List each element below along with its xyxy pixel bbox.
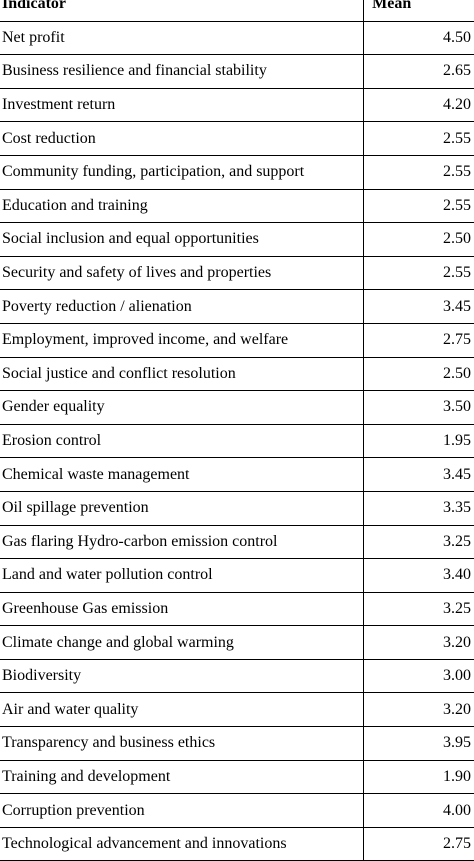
indicator-cell: Business resilience and financial stabil… [0, 54, 364, 89]
mean-cell: 3.95 [363, 726, 474, 761]
header-mean: Mean [363, 0, 474, 22]
table-row: Investment return 4.20 [0, 88, 474, 123]
mean-cell: 3.40 [363, 558, 474, 593]
indicator-cell: Poverty reduction / alienation [0, 289, 364, 324]
mean-cell: 3.50 [363, 390, 474, 425]
mean-cell: 3.25 [363, 592, 474, 627]
table-row: Technological advancement and innovation… [0, 827, 474, 861]
table-row: Business resilience and financial stabil… [0, 54, 474, 89]
table-row: Oil spillage prevention 3.35 [0, 491, 474, 526]
table-row: Poverty reduction / alienation 3.45 [0, 289, 474, 324]
table-row: Training and development 1.90 [0, 760, 474, 795]
table-row: Gas flaring Hydro-carbon emission contro… [0, 525, 474, 560]
indicator-cell: Biodiversity [0, 659, 364, 694]
indicator-cell: Gas flaring Hydro-carbon emission contro… [0, 525, 364, 560]
mean-cell: 2.55 [363, 121, 474, 156]
table-row: Community funding, participation, and su… [0, 155, 474, 190]
table-header-row: Indicator Mean [0, 0, 474, 22]
indicator-cell: Greenhouse Gas emission [0, 592, 364, 627]
indicator-cell: Erosion control [0, 424, 364, 459]
mean-cell: 4.50 [363, 21, 474, 56]
indicator-cell: Cost reduction [0, 121, 364, 156]
indicator-cell: Chemical waste management [0, 457, 364, 492]
table-row: Transparency and business ethics 3.95 [0, 726, 474, 761]
mean-cell: 2.50 [363, 222, 474, 257]
table-row: Corruption prevention 4.00 [0, 793, 474, 828]
indicator-cell: Community funding, participation, and su… [0, 155, 364, 190]
mean-cell: 4.20 [363, 88, 474, 123]
mean-cell: 2.65 [363, 54, 474, 89]
indicator-cell: Air and water quality [0, 692, 364, 728]
mean-cell: 1.95 [363, 424, 474, 459]
mean-cell: 3.45 [363, 457, 474, 492]
table-row: Climate change and global warming 3.20 [0, 625, 474, 660]
indicator-cell: Net profit [0, 21, 364, 56]
mean-cell: 2.55 [363, 256, 474, 291]
table-row: Cost reduction 2.55 [0, 121, 474, 156]
indicator-cell: Employment, improved income, and welfare [0, 323, 364, 358]
mean-cell: 3.45 [363, 289, 474, 324]
table-row: Chemical waste management 3.45 [0, 457, 474, 492]
mean-cell: 3.20 [363, 692, 474, 728]
table-row: Social inclusion and equal opportunities… [0, 222, 474, 257]
table-row: Social justice and conflict resolution 2.… [0, 357, 474, 392]
indicator-cell: Land and water pollution control [0, 558, 364, 593]
mean-cell: 2.75 [363, 827, 474, 861]
table-row: Land and water pollution control 3.40 [0, 558, 474, 593]
mean-cell: 3.25 [363, 525, 474, 560]
indicator-cell: Transparency and business ethics [0, 726, 364, 761]
table-row: Security and safety of lives and propert… [0, 256, 474, 291]
indicator-cell: Climate change and global warming [0, 625, 364, 660]
indicator-cell: Corruption prevention [0, 793, 364, 828]
mean-cell: 3.00 [363, 659, 474, 694]
mean-cell: 1.90 [363, 760, 474, 795]
indicator-cell: Social justice and conflict resolution [0, 357, 364, 392]
mean-cell: 2.55 [363, 155, 474, 190]
indicator-cell: Investment return [0, 88, 364, 123]
table-row: Greenhouse Gas emission 3.25 [0, 592, 474, 627]
table-row: Erosion control 1.95 [0, 424, 474, 459]
indicator-cell: Social inclusion and equal opportunities [0, 222, 364, 257]
mean-cell: 3.35 [363, 491, 474, 526]
table-row: Employment, improved income, and welfare… [0, 323, 474, 358]
table-row: Net profit 4.50 [0, 21, 474, 56]
mean-cell: 2.50 [363, 357, 474, 392]
mean-cell: 2.55 [363, 189, 474, 224]
indicator-cell: Gender equality [0, 390, 364, 425]
header-indicator: Indicator [0, 0, 364, 22]
table-row: Air and water quality 3.20 [0, 692, 474, 728]
table-row: Biodiversity 3.00 [0, 659, 474, 694]
table-row: Gender equality 3.50 [0, 390, 474, 425]
indicator-cell: Oil spillage prevention [0, 491, 364, 526]
mean-cell: 4.00 [363, 793, 474, 828]
indicator-cell: Training and development [0, 760, 364, 795]
indicator-cell: Education and training [0, 189, 364, 224]
indicator-cell: Security and safety of lives and propert… [0, 256, 364, 291]
mean-cell: 2.75 [363, 323, 474, 358]
table-row: Education and training 2.55 [0, 189, 474, 224]
indicator-cell: Technological advancement and innovation… [0, 827, 364, 861]
mean-cell: 3.20 [363, 625, 474, 660]
